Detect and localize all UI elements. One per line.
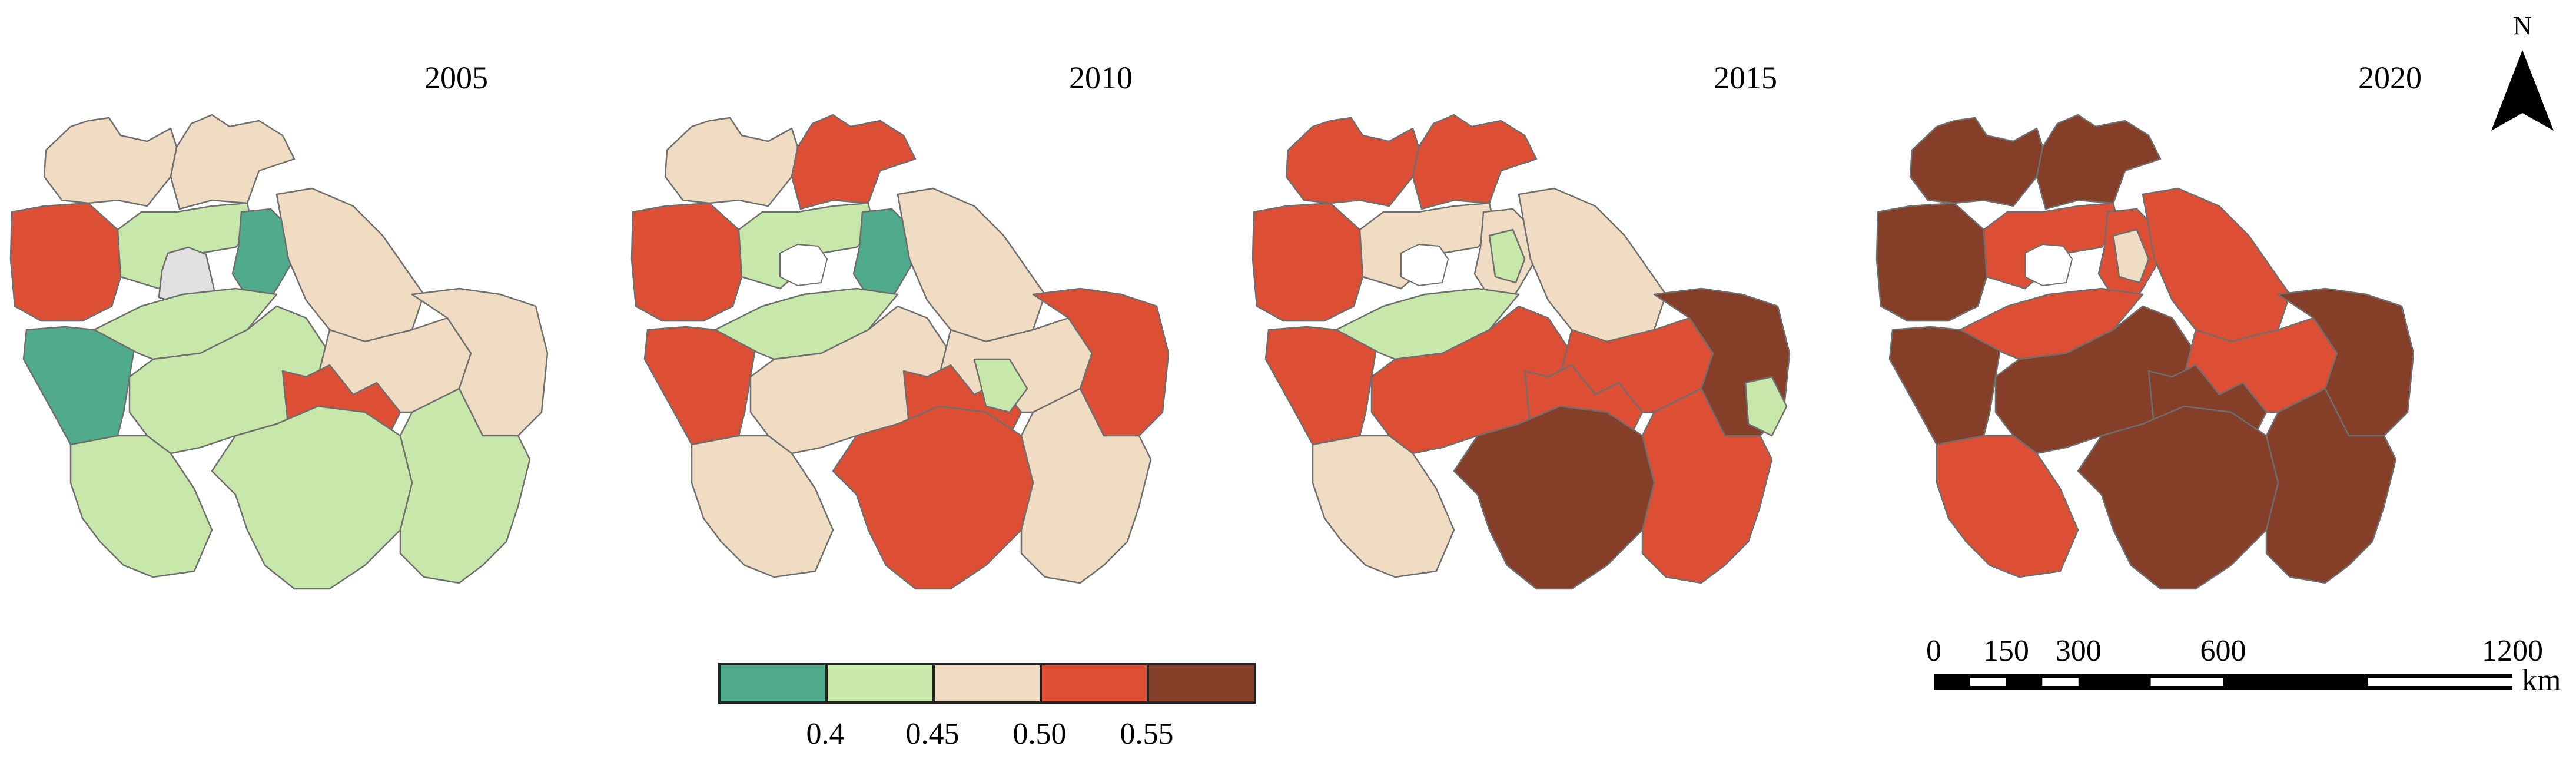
region-m5-2010 [973,358,1028,413]
region-n2-2005 [170,114,296,210]
region-e3-2015 [1744,376,1788,437]
north-label: N [2513,11,2532,40]
scale-tick-label-1200: 1200 [2482,634,2543,668]
region-n1-2020 [1909,117,2044,207]
legend-label-2: 0.45 [906,717,960,751]
scale-tick-label-300: 300 [2056,634,2102,668]
region-e2-2010 [1032,287,1170,437]
region-w1-2005 [9,202,122,322]
region-c4-2015 [1488,228,1526,284]
scale-bar-segment [1970,678,2006,686]
region-n1-2010 [664,117,799,207]
north-arrow-icon: N [2491,11,2554,131]
legend-swatch-5 [1147,663,1256,704]
region-w2-2020 [1888,326,2003,446]
region-m1-2005 [93,287,278,360]
region-n1-2005 [43,117,178,207]
unmapped-area-2020 [2024,243,2073,287]
region-s1-2005 [69,435,213,578]
region-n2-2020 [2036,114,2162,210]
scale-bar-segment [2368,678,2512,686]
region-n1-2015 [1285,117,1420,207]
scale-bar-segment [2150,678,2223,686]
region-s1-2020 [1936,435,2079,578]
region-s2-2005 [211,405,413,590]
year-title-2010: 2010 [1069,60,1133,95]
region-w1-2020 [1875,202,1988,322]
year-title-2020: 2020 [2358,60,2422,95]
region-s3-2005 [399,387,531,584]
region-m1-2010 [714,287,899,360]
legend-swatch-2 [825,663,935,704]
region-w1-2015 [1252,202,1364,322]
legend: 0.4 0.45 0.50 0.55 [718,663,1256,751]
region-s3-2015 [1641,387,1773,584]
map-panel-2020 [1875,114,2415,590]
region-s3-2020 [2265,387,2397,584]
legend-label-3: 0.50 [1013,717,1067,751]
legend-swatch-1 [718,663,828,704]
region-n2-2015 [1412,114,1538,210]
region-w2-2015 [1264,326,1379,446]
region-c4-2020 [2112,228,2150,284]
map-panel-2005 [9,114,549,590]
region-w2-2005 [22,326,137,446]
legend-label-1: 0.4 [806,717,845,751]
map-panel-2010 [630,114,1170,590]
unmapped-area-2010 [779,243,828,287]
region-s2-2020 [2077,405,2279,590]
region-s1-2015 [1312,435,1455,578]
north-arrow-left [2491,50,2522,131]
legend-label-4: 0.55 [1120,717,1174,751]
region-w2-2010 [643,326,758,446]
unmapped-area-2015 [1400,243,1449,287]
region-e2-2020 [2277,287,2415,437]
region-m1-2020 [1959,287,2144,360]
legend-swatch-4 [1040,663,1149,704]
map-panel-2015 [1252,114,1791,590]
year-title-2005: 2005 [424,60,488,95]
scale-tick-label-150: 150 [1983,634,2029,668]
north-arrow-right [2522,50,2554,131]
scale-bar-segment [2042,678,2079,686]
region-s2-2015 [1453,405,1655,590]
region-s1-2010 [691,435,834,578]
year-title-2015: 2015 [1714,60,1777,95]
region-s2-2010 [832,405,1034,590]
region-m1-2015 [1335,287,1520,360]
region-s3-2010 [1020,387,1152,584]
region-w1-2010 [630,202,743,322]
region-n2-2010 [791,114,917,210]
scale-tick-label-0: 0 [1926,634,1941,668]
scale-unit-label: km [2522,664,2561,697]
legend-swatch-3 [932,663,1042,704]
scale-tick-label-600: 600 [2200,634,2246,668]
region-e2-2005 [411,287,549,437]
